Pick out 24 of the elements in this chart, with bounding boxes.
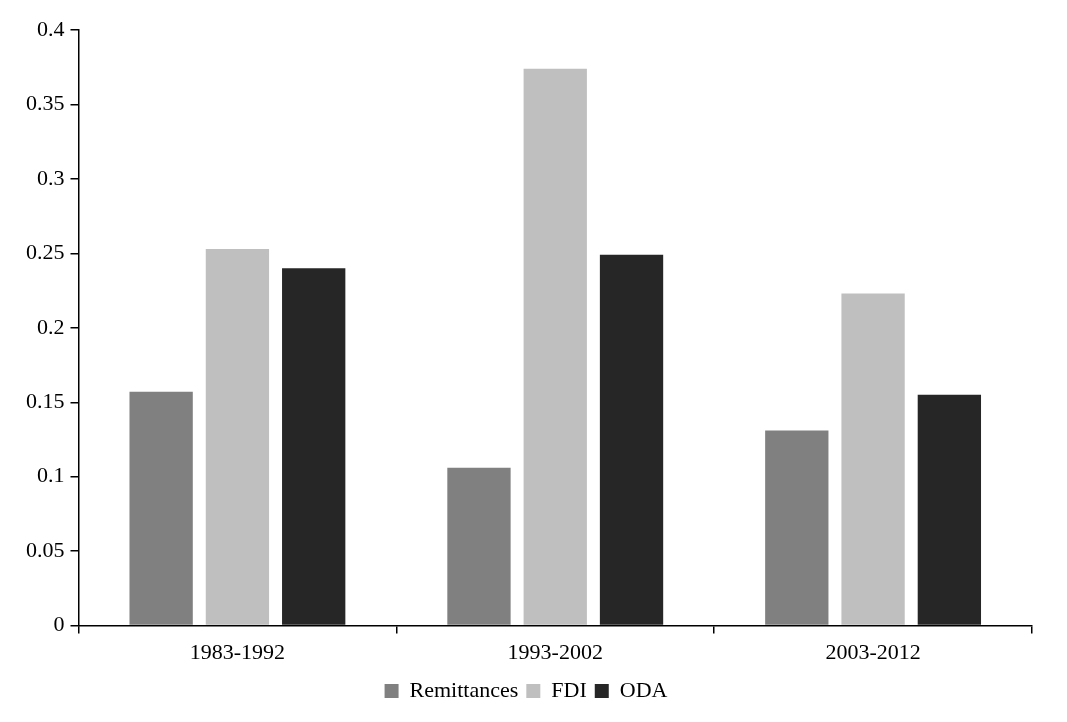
bar [841,293,905,625]
bar [765,430,829,625]
y-tick-label: 0.25 [26,239,65,265]
legend-label: Remittances [409,676,519,702]
bar [282,268,346,625]
x-tick-label: 2003-2012 [825,638,921,664]
bar [523,68,587,625]
bar [129,391,193,625]
bar [599,254,664,625]
y-tick-label: 0.2 [37,313,65,339]
legend-label: FDI [551,676,587,702]
legend-label: ODA [619,676,668,702]
y-tick-label: 0.4 [37,15,65,41]
x-tick-label: 1983-1992 [189,638,286,664]
y-tick-label: 0 [53,611,65,637]
y-tick-label: 0.35 [26,90,65,116]
x-tick-label: 1993-2002 [507,638,603,664]
y-tick-label: 0.05 [26,536,65,562]
y-tick-label: 0.3 [37,164,65,190]
bar [917,394,982,625]
bar [447,467,511,625]
y-tick-label: 0.15 [26,388,65,414]
y-tick-label: 0.1 [37,462,65,488]
bar [205,248,270,625]
